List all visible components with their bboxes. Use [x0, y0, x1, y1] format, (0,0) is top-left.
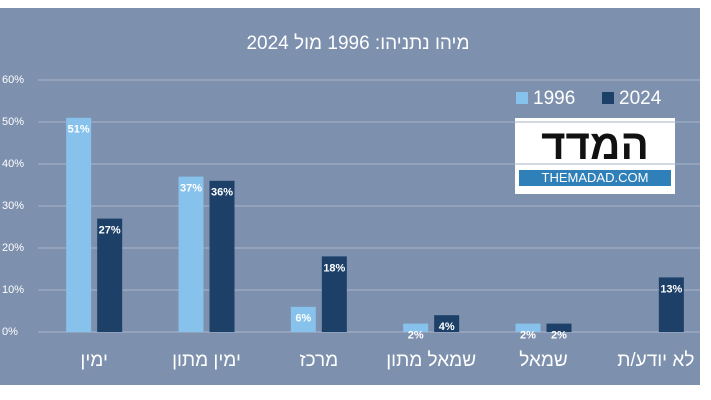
value-label: 51% [68, 124, 90, 136]
value-label: 2% [551, 330, 567, 342]
x-tick-label: לא יודע/ת [617, 350, 694, 371]
legend-swatch [602, 92, 614, 104]
y-tick-label: 20% [2, 242, 24, 254]
x-tick-label: ימין מתון [172, 350, 241, 371]
bar [209, 180, 235, 332]
x-tick-label: מרכז [299, 350, 338, 371]
value-label: 6% [295, 313, 311, 325]
bar [403, 323, 429, 332]
logo-url: THEMADAD.COM [542, 170, 649, 185]
y-tick-label: 0% [2, 326, 18, 338]
bar [290, 306, 316, 332]
bar [321, 256, 347, 332]
bar [546, 323, 572, 332]
y-tick-label: 60% [2, 74, 24, 86]
chart-title: מיהו נתניהו: 1996 מול 2024 [246, 33, 469, 54]
value-label: 18% [323, 262, 345, 274]
legend-label: 2024 [619, 88, 662, 109]
x-tick-label: שמאל [519, 350, 568, 371]
logo-strip [519, 170, 671, 186]
value-label: 13% [660, 283, 682, 295]
y-tick-label: 30% [2, 200, 24, 212]
y-tick-label: 40% [2, 158, 24, 170]
bar [434, 315, 460, 332]
value-label: 4% [439, 321, 455, 333]
value-label: 37% [180, 183, 202, 195]
y-tick-label: 10% [2, 284, 24, 296]
value-label: 2% [408, 330, 424, 342]
legend-label: 1996 [533, 88, 575, 109]
x-tick-label: ימין [80, 350, 107, 371]
bar [658, 277, 684, 332]
bar [66, 117, 92, 332]
bar [178, 176, 204, 332]
x-tick-label: שמאל מתון [386, 350, 476, 371]
value-label: 2% [520, 330, 536, 342]
legend-swatch [516, 92, 528, 104]
value-label: 36% [211, 187, 233, 199]
value-label: 27% [99, 225, 121, 237]
logo-title: המדד [541, 121, 649, 168]
bar [515, 323, 541, 332]
bar [97, 218, 123, 332]
y-tick-label: 50% [2, 116, 24, 128]
